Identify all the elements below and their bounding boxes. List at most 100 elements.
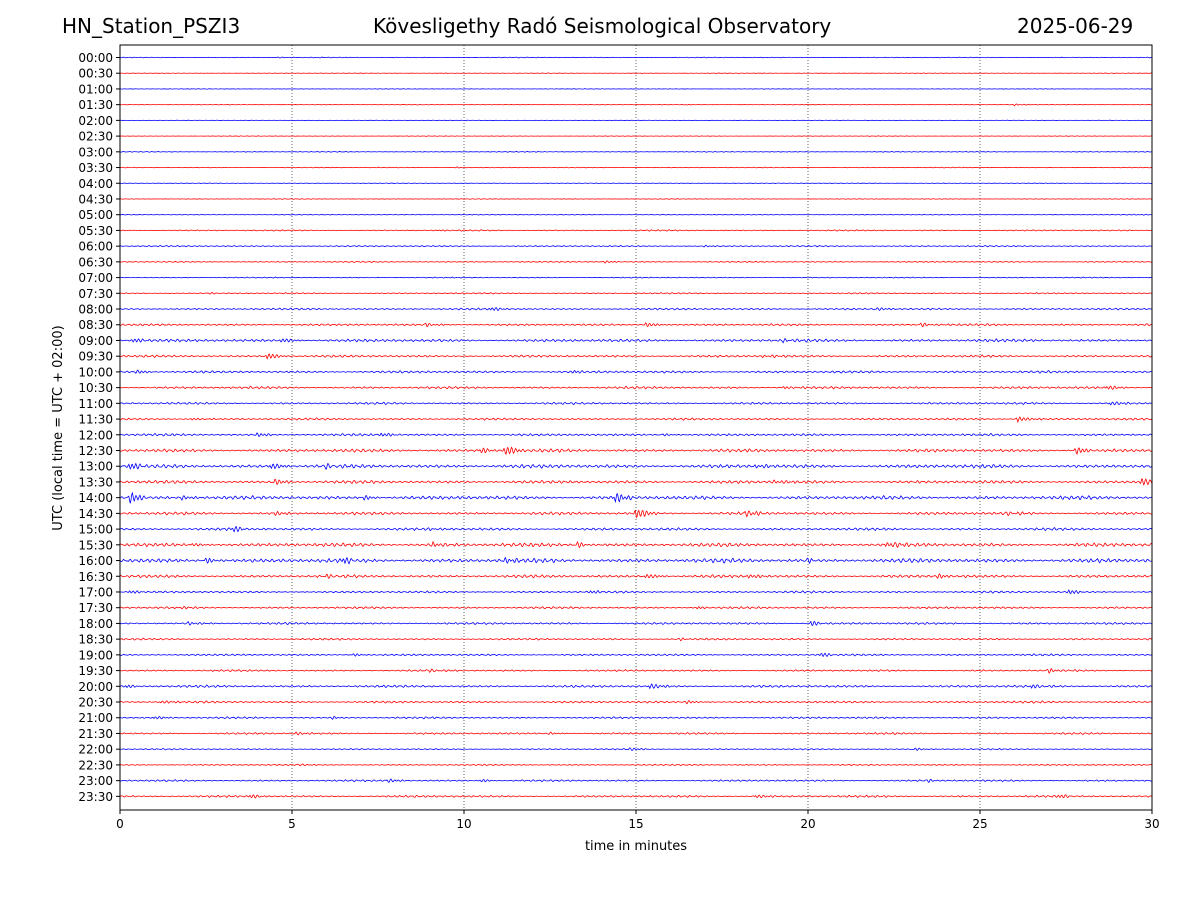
y-tick-label-31: 15:30 xyxy=(78,538,113,552)
trace-row-1530 xyxy=(119,540,1153,549)
y-tick-label-20: 10:00 xyxy=(78,365,113,379)
x-tick-label-5: 25 xyxy=(972,817,987,831)
trace-row-1330 xyxy=(119,478,1153,486)
y-tick-label-24: 12:00 xyxy=(78,428,113,442)
trace-layer xyxy=(119,56,1153,799)
y-tick-label-39: 19:30 xyxy=(78,664,113,678)
y-tick-label-26: 13:00 xyxy=(78,460,113,474)
trace-row-1100 xyxy=(119,401,1153,406)
x-tick-label-6: 30 xyxy=(1144,817,1159,831)
y-tick-label-32: 16:00 xyxy=(78,554,113,568)
y-tick-label-15: 07:30 xyxy=(78,287,113,301)
trace-row-1500 xyxy=(119,526,1153,533)
y-tick-label-0: 00:00 xyxy=(78,51,113,65)
trace-row-1200 xyxy=(119,432,1153,438)
trace-row-0130 xyxy=(119,103,1153,107)
y-tick-label-45: 22:30 xyxy=(78,758,113,772)
y-tick-label-13: 06:30 xyxy=(78,255,113,269)
trace-row-1000 xyxy=(119,369,1153,374)
trace-row-0230 xyxy=(119,135,1153,137)
y-tick-label-22: 11:00 xyxy=(78,397,113,411)
trace-row-2200 xyxy=(119,747,1153,752)
y-tick-label-28: 14:00 xyxy=(78,491,113,505)
y-tick-label-9: 04:30 xyxy=(78,192,113,206)
trace-row-0100 xyxy=(119,88,1153,90)
y-tick-label-36: 18:00 xyxy=(78,617,113,631)
trace-row-1030 xyxy=(119,385,1153,390)
trace-row-1930 xyxy=(119,668,1153,674)
y-tick-label-47: 23:30 xyxy=(78,790,113,804)
x-tick-label-4: 20 xyxy=(800,817,815,831)
y-tick-label-35: 17:30 xyxy=(78,601,113,615)
trace-row-0930 xyxy=(119,353,1153,360)
station-name: HN_Station_PSZI3 xyxy=(62,14,241,38)
y-tick-label-34: 17:00 xyxy=(78,585,113,599)
y-tick-label-10: 05:00 xyxy=(78,208,113,222)
trace-row-1300 xyxy=(119,462,1153,470)
trace-row-1700 xyxy=(119,589,1153,594)
trace-row-1130 xyxy=(119,416,1153,423)
y-tick-label-23: 11:30 xyxy=(78,413,113,427)
y-tick-label-43: 21:30 xyxy=(78,727,113,741)
trace-row-0700 xyxy=(119,276,1153,279)
trace-row-0530 xyxy=(119,229,1152,232)
trace-row-1430 xyxy=(119,509,1153,519)
trace-row-2100 xyxy=(119,716,1153,720)
x-tick-label-2: 10 xyxy=(456,817,471,831)
y-tick-label-7: 03:30 xyxy=(78,161,113,175)
y-tick-label-44: 22:00 xyxy=(78,743,113,757)
trace-row-0600 xyxy=(119,244,1153,248)
y-tick-label-40: 20:00 xyxy=(78,680,113,694)
trace-row-0900 xyxy=(119,338,1153,344)
y-tick-label-41: 20:30 xyxy=(78,696,113,710)
y-tick-label-27: 13:30 xyxy=(78,475,113,489)
trace-row-0400 xyxy=(119,182,1153,184)
trace-row-0500 xyxy=(119,213,1153,216)
grid-layer xyxy=(291,45,981,810)
y-tick-label-18: 09:00 xyxy=(78,334,113,348)
trace-row-2230 xyxy=(119,763,1153,767)
y-tick-label-3: 01:30 xyxy=(78,98,113,112)
y-tick-label-5: 02:30 xyxy=(78,130,113,144)
trace-row-0430 xyxy=(119,198,1153,200)
y-tick-label-16: 08:00 xyxy=(78,303,113,317)
trace-row-1400 xyxy=(119,491,1153,504)
trace-row-2330 xyxy=(119,794,1153,799)
y-tick-label-17: 08:30 xyxy=(78,318,113,332)
trace-row-0030 xyxy=(119,72,1153,74)
trace-row-1230 xyxy=(119,446,1153,455)
trace-row-0630 xyxy=(119,260,1153,264)
trace-row-0000 xyxy=(119,56,1153,59)
trace-row-0800 xyxy=(120,307,1153,311)
y-tick-label-11: 05:30 xyxy=(78,224,113,238)
y-tick-label-46: 23:00 xyxy=(78,774,113,788)
x-tick-label-3: 15 xyxy=(628,817,643,831)
x-tick-layer: 0 5 10 15 20 25 30 xyxy=(116,810,1160,831)
y-tick-label-21: 10:30 xyxy=(78,381,113,395)
trace-row-1830 xyxy=(119,637,1153,642)
x-tick-label-1: 5 xyxy=(288,817,296,831)
x-axis-label: time in minutes xyxy=(585,839,687,854)
y-tick-label-19: 09:30 xyxy=(78,350,113,364)
trace-row-0830 xyxy=(119,322,1153,328)
y-tick-label-4: 02:00 xyxy=(78,114,113,128)
y-tick-label-42: 21:00 xyxy=(78,711,113,725)
plot-date: 2025-06-29 xyxy=(1017,14,1134,38)
trace-row-0730 xyxy=(119,291,1153,295)
x-tick-label-0: 0 xyxy=(116,817,124,831)
y-tick-label-8: 04:00 xyxy=(78,177,113,191)
trace-row-1800 xyxy=(119,620,1153,627)
observatory-title: Kövesligethy Radó Seismological Observat… xyxy=(373,14,832,38)
y-tick-label-29: 14:30 xyxy=(78,507,113,521)
trace-row-2030 xyxy=(119,699,1153,705)
y-tick-label-2: 01:00 xyxy=(78,82,113,96)
trace-row-1730 xyxy=(119,605,1153,610)
trace-row-2130 xyxy=(119,731,1153,736)
y-axis-label: UTC (local time = UTC + 02:00) xyxy=(51,325,66,530)
y-tick-label-25: 12:30 xyxy=(78,444,113,458)
y-tick-label-37: 18:30 xyxy=(78,633,113,647)
trace-row-1630 xyxy=(119,573,1153,579)
y-tick-label-30: 15:00 xyxy=(78,523,113,537)
